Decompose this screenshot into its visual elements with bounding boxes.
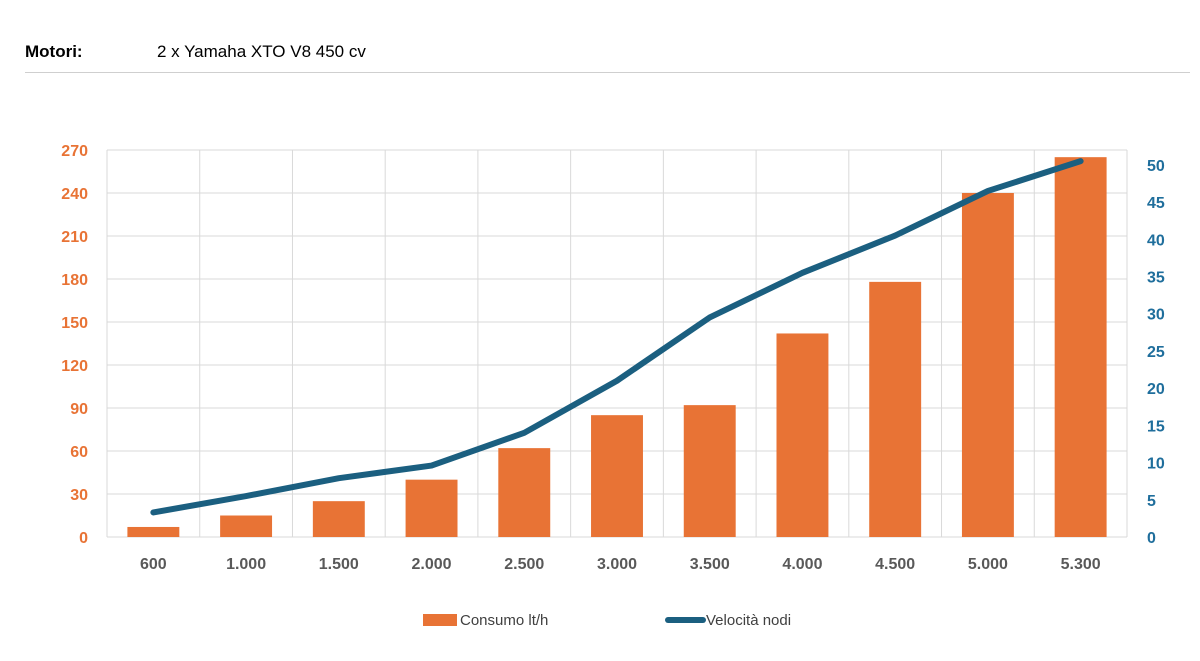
left-tick-label: 150 <box>61 315 88 332</box>
bar <box>683 405 736 537</box>
right-tick-label: 50 <box>1147 158 1165 175</box>
x-tick-label: 2.500 <box>504 556 544 573</box>
x-tick-label: 2.000 <box>412 556 452 573</box>
left-tick-label: 180 <box>61 272 88 289</box>
bar <box>1054 157 1107 537</box>
right-tick-label: 30 <box>1147 307 1165 324</box>
left-tick-label: 30 <box>70 487 88 504</box>
bar <box>961 193 1014 537</box>
right-tick-label: 10 <box>1147 456 1165 473</box>
line-series <box>150 158 1084 516</box>
engine-value: 2 x Yamaha XTO V8 450 cv <box>157 42 366 61</box>
legend: Consumo lt/h Velocità nodi <box>423 612 791 629</box>
bar <box>405 479 458 537</box>
legend-line-label: Velocità nodi <box>706 612 791 629</box>
right-tick-label: 5 <box>1147 493 1156 510</box>
legend-bar-swatch <box>423 614 457 626</box>
left-tick-label: 270 <box>61 143 88 160</box>
x-tick-label: 4.500 <box>875 556 915 573</box>
x-tick-label: 5.300 <box>1061 556 1101 573</box>
left-axis-ticks: 0 30 60 90 120 150 180 210 240 270 <box>61 143 88 547</box>
bar <box>776 333 829 537</box>
x-tick-label: 3.500 <box>690 556 730 573</box>
right-tick-label: 25 <box>1147 344 1165 361</box>
left-tick-label: 60 <box>70 444 88 461</box>
engine-header: Motori: 2 x Yamaha XTO V8 450 cv <box>25 42 1190 73</box>
x-tick-label: 4.000 <box>782 556 822 573</box>
left-tick-label: 240 <box>61 186 88 203</box>
bar <box>591 415 643 537</box>
right-tick-label: 20 <box>1147 381 1165 398</box>
engine-label: Motori: <box>25 42 83 61</box>
bar-series <box>127 157 1107 537</box>
bar <box>498 448 551 537</box>
x-tick-label: 1.500 <box>319 556 359 573</box>
left-tick-label: 0 <box>79 530 88 547</box>
right-axis-ticks: 0 5 10 15 20 25 30 35 40 45 50 <box>1147 158 1165 547</box>
bar <box>220 515 273 537</box>
left-tick-label: 120 <box>61 358 88 375</box>
right-tick-label: 40 <box>1147 232 1165 249</box>
legend-bar-label: Consumo lt/h <box>460 612 548 629</box>
x-tick-label: 5.000 <box>968 556 1008 573</box>
x-tick-label: 600 <box>140 556 167 573</box>
x-tick-label: 1.000 <box>226 556 266 573</box>
bar <box>312 501 365 537</box>
right-tick-label: 35 <box>1147 270 1165 287</box>
x-axis-ticks: 600 1.000 1.500 2.000 2.500 3.000 3.500 4.000 4.… <box>140 556 1101 573</box>
bar <box>869 281 922 537</box>
left-tick-label: 90 <box>70 401 88 418</box>
right-tick-label: 15 <box>1147 418 1165 435</box>
left-tick-label: 210 <box>61 229 88 246</box>
bar <box>127 526 180 537</box>
right-tick-label: 0 <box>1147 530 1156 547</box>
right-tick-label: 45 <box>1147 195 1165 212</box>
x-tick-label: 3.000 <box>597 556 637 573</box>
